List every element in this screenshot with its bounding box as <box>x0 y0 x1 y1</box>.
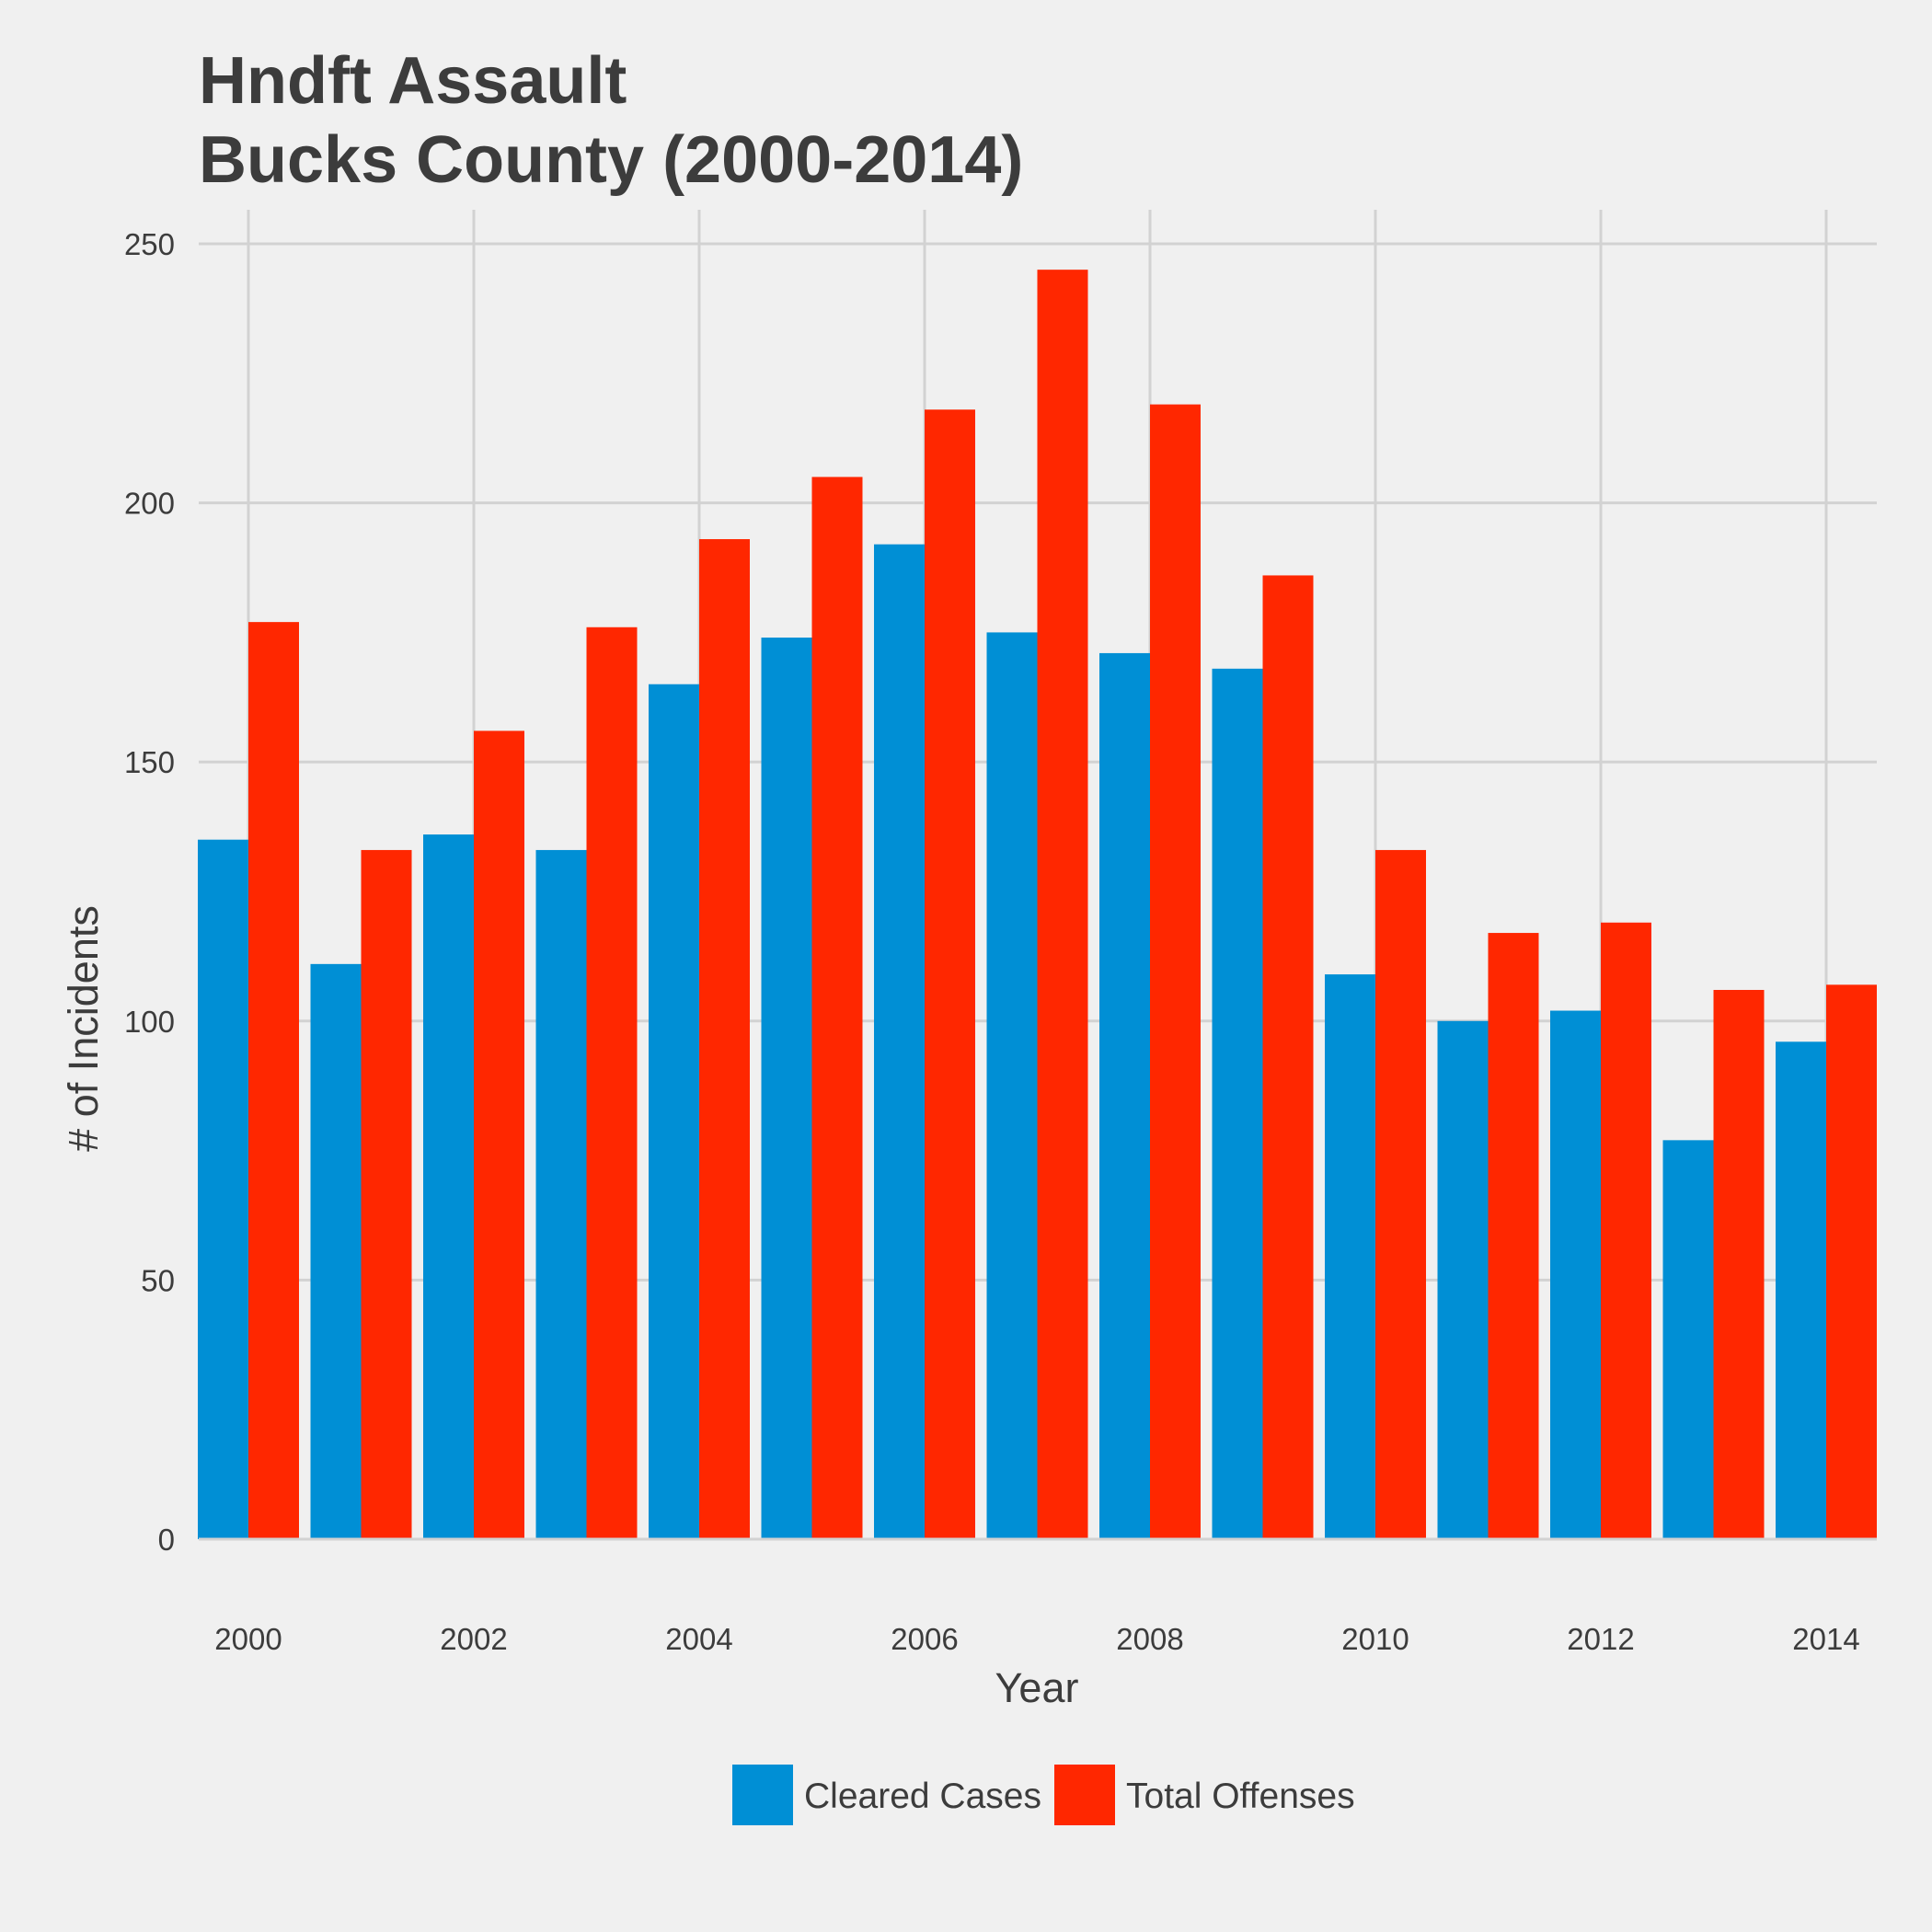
bar-cleared-cases <box>535 849 587 1539</box>
bar-total-offenses <box>1601 922 1651 1539</box>
bar-total-offenses <box>586 627 638 1539</box>
x-axis-title: Year <box>995 1664 1079 1711</box>
chart-title-line-2: Bucks County (2000-2014) <box>199 123 1023 197</box>
bar-total-offenses <box>1713 990 1765 1539</box>
bar-cleared-cases <box>1325 974 1375 1539</box>
x-tick-label: 2012 <box>1567 1622 1634 1656</box>
bar-cleared-cases <box>1437 1020 1489 1539</box>
bar-cleared-cases <box>310 963 362 1539</box>
y-axis-title: # of Incidents <box>60 905 107 1152</box>
bar-total-offenses <box>1150 404 1201 1539</box>
bar-cleared-cases <box>761 638 812 1539</box>
bar-cleared-cases <box>986 632 1038 1539</box>
y-tick-label: 250 <box>124 227 175 261</box>
bar-cleared-cases <box>198 839 248 1539</box>
y-tick-label: 150 <box>124 745 175 779</box>
x-tick-label: 2010 <box>1341 1622 1409 1656</box>
legend-label: Total Offenses <box>1126 1777 1355 1816</box>
bar-total-offenses <box>1375 849 1426 1539</box>
bar-total-offenses <box>925 409 975 1539</box>
bar-cleared-cases <box>874 544 925 1539</box>
x-tick-label: 2008 <box>1116 1622 1183 1656</box>
y-tick-label: 50 <box>141 1263 175 1297</box>
bar-cleared-cases <box>1662 1140 1714 1539</box>
x-tick-label: 2004 <box>665 1622 732 1656</box>
x-tick-label: 2006 <box>891 1622 958 1656</box>
chart-title: Hndft Assault Bucks County (2000-2014) <box>199 44 1023 197</box>
bar-cleared-cases <box>649 684 699 1539</box>
bar-cleared-cases <box>423 834 474 1539</box>
bar-total-offenses <box>1262 575 1314 1539</box>
legend-swatch <box>1054 1765 1115 1825</box>
x-tick-label: 2000 <box>214 1622 282 1656</box>
bar-total-offenses <box>1488 933 1539 1539</box>
y-tick-label: 100 <box>124 1005 175 1039</box>
legend-label: Cleared Cases <box>804 1777 1041 1816</box>
bar-total-offenses <box>1037 270 1088 1539</box>
bar-total-offenses <box>1826 984 1877 1539</box>
bar-cleared-cases <box>1776 1041 1826 1539</box>
bar-total-offenses <box>474 730 524 1539</box>
bar-cleared-cases <box>1212 668 1263 1539</box>
x-tick-label: 2014 <box>1792 1622 1859 1656</box>
bar-cleared-cases <box>1099 652 1150 1539</box>
bar-total-offenses <box>699 539 750 1540</box>
y-tick-label: 0 <box>158 1523 175 1557</box>
axes: 0 50 100 150 200 250 2000 2002 2004 2006 2008 2010 2… <box>124 227 1877 1656</box>
bar-total-offenses <box>248 622 299 1539</box>
bars <box>198 270 1877 1540</box>
chart-title-line-1: Hndft Assault <box>199 44 627 118</box>
bar-cleared-cases <box>1550 1010 1601 1539</box>
y-tick-label: 200 <box>124 487 175 521</box>
bar-total-offenses <box>811 477 863 1540</box>
x-tick-label: 2002 <box>440 1622 507 1656</box>
legend-swatch <box>732 1765 793 1825</box>
legend: Cleared Cases Total Offenses <box>732 1765 1355 1825</box>
bar-total-offenses <box>361 849 412 1539</box>
